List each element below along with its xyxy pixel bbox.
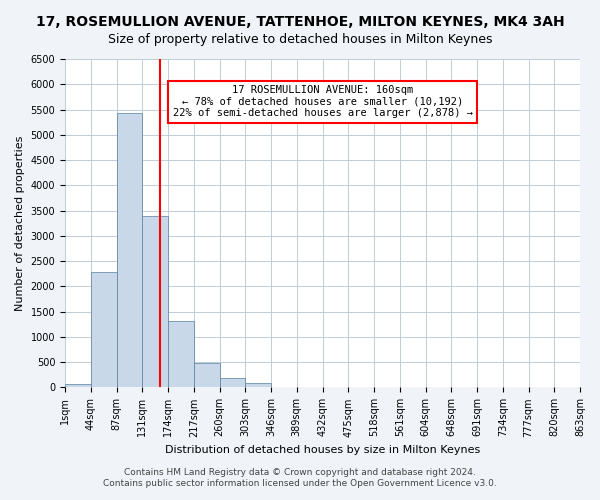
Text: Contains HM Land Registry data © Crown copyright and database right 2024.
Contai: Contains HM Land Registry data © Crown c…	[103, 468, 497, 487]
X-axis label: Distribution of detached houses by size in Milton Keynes: Distribution of detached houses by size …	[165, 445, 480, 455]
Bar	[65, 384, 91, 388]
Bar	[116, 112, 142, 388]
Bar	[245, 384, 271, 388]
Bar	[91, 272, 116, 388]
Text: 17 ROSEMULLION AVENUE: 160sqm
← 78% of detached houses are smaller (10,192)
22% : 17 ROSEMULLION AVENUE: 160sqm ← 78% of d…	[173, 86, 473, 118]
Bar	[142, 216, 168, 388]
Bar	[168, 322, 194, 388]
Bar	[194, 363, 220, 388]
Text: 17, ROSEMULLION AVENUE, TATTENHOE, MILTON KEYNES, MK4 3AH: 17, ROSEMULLION AVENUE, TATTENHOE, MILTO…	[35, 15, 565, 29]
Text: Size of property relative to detached houses in Milton Keynes: Size of property relative to detached ho…	[108, 32, 492, 46]
Y-axis label: Number of detached properties: Number of detached properties	[15, 136, 25, 311]
Bar	[220, 378, 245, 388]
